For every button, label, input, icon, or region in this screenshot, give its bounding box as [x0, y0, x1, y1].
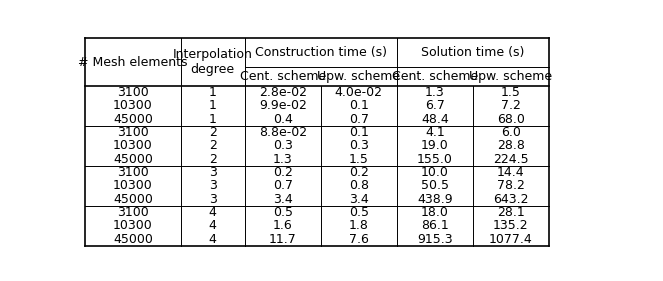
Text: 4: 4: [209, 219, 217, 232]
Text: 438.9: 438.9: [417, 193, 453, 206]
Text: 135.2: 135.2: [493, 219, 528, 232]
Text: 0.5: 0.5: [272, 206, 293, 219]
Text: 1: 1: [209, 99, 217, 112]
Text: 45000: 45000: [113, 233, 153, 246]
Text: 643.2: 643.2: [493, 193, 528, 206]
Text: 28.8: 28.8: [497, 139, 525, 152]
Text: 0.3: 0.3: [272, 139, 292, 152]
Text: 0.1: 0.1: [349, 126, 369, 139]
Text: 0.1: 0.1: [349, 99, 369, 112]
Text: 10300: 10300: [113, 179, 153, 192]
Text: 1: 1: [209, 86, 217, 99]
Text: Solution time (s): Solution time (s): [421, 46, 524, 59]
Text: 2: 2: [209, 139, 217, 152]
Text: 9.9e-02: 9.9e-02: [259, 99, 307, 112]
Text: 68.0: 68.0: [497, 113, 525, 126]
Text: 0.7: 0.7: [349, 113, 369, 126]
Text: Cent. scheme: Cent. scheme: [392, 70, 478, 83]
Text: 2: 2: [209, 126, 217, 139]
Text: 86.1: 86.1: [421, 219, 449, 232]
Text: 28.1: 28.1: [497, 206, 525, 219]
Text: 0.2: 0.2: [349, 166, 369, 179]
Text: 8.8e-02: 8.8e-02: [259, 126, 307, 139]
Text: 1.8: 1.8: [349, 219, 369, 232]
Text: Upw. scheme: Upw. scheme: [469, 70, 552, 83]
Text: 4.0e-02: 4.0e-02: [335, 86, 383, 99]
Text: 155.0: 155.0: [417, 153, 453, 166]
Text: 1: 1: [209, 113, 217, 126]
Text: 1.3: 1.3: [273, 153, 292, 166]
Text: Construction time (s): Construction time (s): [255, 46, 387, 59]
Text: 1.5: 1.5: [501, 86, 521, 99]
Text: Upw. scheme: Upw. scheme: [317, 70, 400, 83]
Text: 3100: 3100: [117, 166, 149, 179]
Text: 18.0: 18.0: [421, 206, 449, 219]
Text: 50.5: 50.5: [421, 179, 449, 192]
Text: 11.7: 11.7: [269, 233, 296, 246]
Text: 3.4: 3.4: [349, 193, 369, 206]
Text: 6.7: 6.7: [425, 99, 445, 112]
Text: 10300: 10300: [113, 139, 153, 152]
Text: 1.6: 1.6: [273, 219, 292, 232]
Text: 45000: 45000: [113, 193, 153, 206]
Text: 45000: 45000: [113, 153, 153, 166]
Text: 4: 4: [209, 206, 217, 219]
Text: 3100: 3100: [117, 86, 149, 99]
Text: 10300: 10300: [113, 99, 153, 112]
Text: 45000: 45000: [113, 113, 153, 126]
Text: 224.5: 224.5: [493, 153, 528, 166]
Text: # Mesh elements: # Mesh elements: [78, 56, 188, 69]
Text: 3100: 3100: [117, 206, 149, 219]
Text: 3: 3: [209, 179, 217, 192]
Text: 0.2: 0.2: [272, 166, 292, 179]
Text: 7.2: 7.2: [501, 99, 521, 112]
Text: 10.0: 10.0: [421, 166, 449, 179]
Text: 7.6: 7.6: [349, 233, 369, 246]
Text: 3.4: 3.4: [273, 193, 292, 206]
Text: 3: 3: [209, 166, 217, 179]
Text: 19.0: 19.0: [421, 139, 449, 152]
Text: 0.8: 0.8: [349, 179, 369, 192]
Text: 3100: 3100: [117, 126, 149, 139]
Text: 0.7: 0.7: [272, 179, 293, 192]
Text: 0.4: 0.4: [272, 113, 292, 126]
Text: 1.3: 1.3: [425, 86, 445, 99]
Text: 2: 2: [209, 153, 217, 166]
Text: 4: 4: [209, 233, 217, 246]
Text: 78.2: 78.2: [497, 179, 525, 192]
Text: 3: 3: [209, 193, 217, 206]
Text: Interpolation
degree: Interpolation degree: [172, 48, 253, 76]
Text: 10300: 10300: [113, 219, 153, 232]
Text: 0.5: 0.5: [349, 206, 369, 219]
Text: 1077.4: 1077.4: [489, 233, 533, 246]
Text: Cent. scheme: Cent. scheme: [239, 70, 326, 83]
Text: 915.3: 915.3: [417, 233, 453, 246]
Text: 6.0: 6.0: [501, 126, 521, 139]
Text: 0.3: 0.3: [349, 139, 369, 152]
Text: 4.1: 4.1: [425, 126, 445, 139]
Text: 2.8e-02: 2.8e-02: [259, 86, 307, 99]
Text: 1.5: 1.5: [349, 153, 369, 166]
Text: 14.4: 14.4: [497, 166, 524, 179]
Text: 48.4: 48.4: [421, 113, 449, 126]
